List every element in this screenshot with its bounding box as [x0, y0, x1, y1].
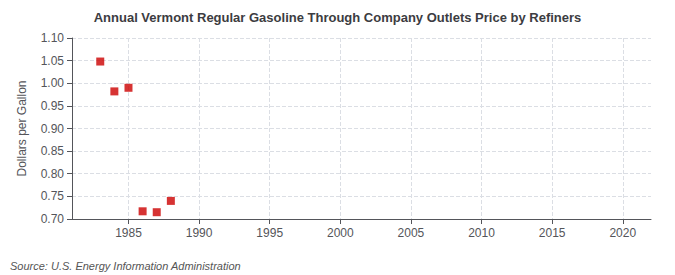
svg-text:Source: U.S. Energy Informatio: Source: U.S. Energy Information Administ…	[10, 260, 241, 272]
svg-text:0.75: 0.75	[41, 189, 65, 203]
svg-text:0.85: 0.85	[41, 144, 65, 158]
svg-text:1.00: 1.00	[41, 76, 65, 90]
svg-text:1.10: 1.10	[41, 31, 65, 45]
svg-text:1985: 1985	[115, 226, 142, 240]
svg-text:1995: 1995	[256, 226, 283, 240]
svg-text:1.05: 1.05	[41, 54, 65, 68]
svg-text:2005: 2005	[398, 226, 425, 240]
svg-text:2020: 2020	[609, 226, 636, 240]
svg-text:2015: 2015	[539, 226, 566, 240]
svg-text:0.70: 0.70	[41, 212, 65, 226]
svg-text:0.80: 0.80	[41, 167, 65, 181]
svg-text:Dollars per Gallon: Dollars per Gallon	[15, 80, 29, 176]
svg-text:0.90: 0.90	[41, 122, 65, 136]
svg-text:1990: 1990	[186, 226, 213, 240]
svg-text:2000: 2000	[327, 226, 354, 240]
svg-text:2010: 2010	[468, 226, 495, 240]
svg-text:0.95: 0.95	[41, 99, 65, 113]
svg-text:Annual Vermont Regular Gasolin: Annual Vermont Regular Gasoline Through …	[94, 10, 582, 25]
